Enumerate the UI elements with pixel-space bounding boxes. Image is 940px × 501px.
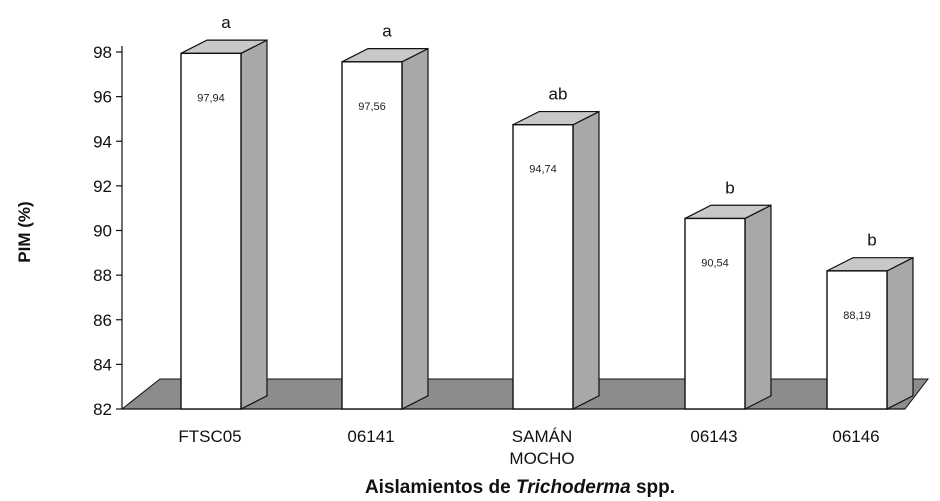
y-tick-label: 96 — [93, 88, 112, 107]
bar: 90,54 b — [684, 178, 772, 410]
bar-front — [341, 61, 403, 410]
bar-front — [180, 52, 242, 410]
y-tick-label: 84 — [93, 355, 112, 374]
y-tick-label: 92 — [93, 177, 112, 196]
x-axis-title: Aislamientos de Trichoderma spp. — [365, 477, 675, 498]
bar-front — [826, 270, 888, 410]
bar-side — [401, 47, 429, 410]
x-tick-label: 06141 — [347, 427, 394, 446]
bar-front — [512, 124, 574, 410]
bar: 97,56 a — [341, 22, 429, 410]
bar-front — [684, 217, 746, 410]
bar: 94,74 ab — [512, 85, 600, 410]
y-tick-label: 94 — [93, 132, 112, 151]
bar: 88,19 b — [826, 231, 914, 410]
x-tick-label: SAMÁN — [512, 427, 572, 446]
data-label: 97,94 — [197, 92, 225, 104]
significance-letter: b — [867, 231, 876, 250]
x-tick-label: 06146 — [832, 427, 879, 446]
bars: 97,94 a 97,56 a 94,74 ab 90,54 b 88,19 b — [180, 13, 914, 410]
data-label: 97,56 — [358, 101, 386, 113]
data-label: 90,54 — [701, 257, 729, 269]
bar-side — [572, 110, 600, 410]
significance-letter: ab — [549, 85, 568, 104]
x-tick-label: FTSC05 — [178, 427, 241, 446]
category-labels: FTSC05 06141 SAMÁN MOCHO 06143 06146 — [178, 427, 879, 468]
bar-side — [744, 204, 772, 410]
significance-letter: b — [725, 178, 734, 197]
significance-letter: a — [382, 22, 392, 41]
y-tick-label: 82 — [93, 400, 112, 419]
y-tick-label: 86 — [93, 311, 112, 330]
bar-side — [240, 39, 268, 410]
y-tick-label: 90 — [93, 222, 112, 241]
significance-letter: a — [221, 13, 231, 32]
data-label: 94,74 — [529, 164, 557, 176]
x-tick-label: 06143 — [690, 427, 737, 446]
bar: 97,94 a — [180, 13, 268, 410]
y-tick-label: 98 — [93, 43, 112, 62]
bar-side — [886, 256, 914, 410]
y-axis-title: PIM (%) — [15, 201, 34, 262]
data-label: 88,19 — [843, 310, 871, 322]
x-tick-label: MOCHO — [509, 449, 574, 468]
y-tick-label: 88 — [93, 266, 112, 285]
